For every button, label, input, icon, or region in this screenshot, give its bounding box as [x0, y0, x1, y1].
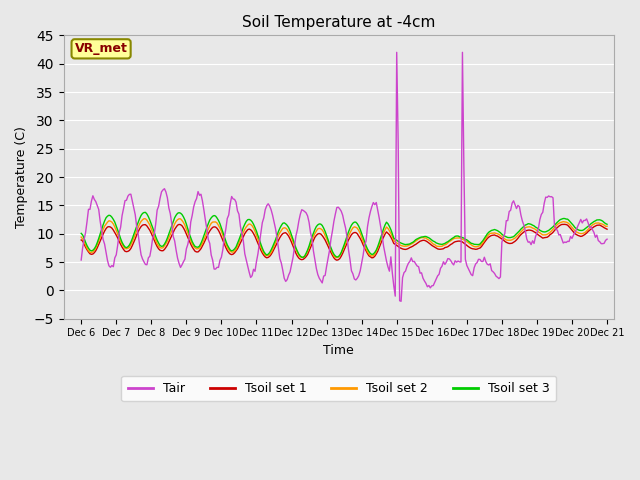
Y-axis label: Temperature (C): Temperature (C) [15, 126, 28, 228]
X-axis label: Time: Time [323, 344, 354, 357]
Title: Soil Temperature at -4cm: Soil Temperature at -4cm [242, 15, 436, 30]
Text: VR_met: VR_met [75, 42, 127, 55]
Legend: Tair, Tsoil set 1, Tsoil set 2, Tsoil set 3: Tair, Tsoil set 1, Tsoil set 2, Tsoil se… [122, 376, 556, 401]
